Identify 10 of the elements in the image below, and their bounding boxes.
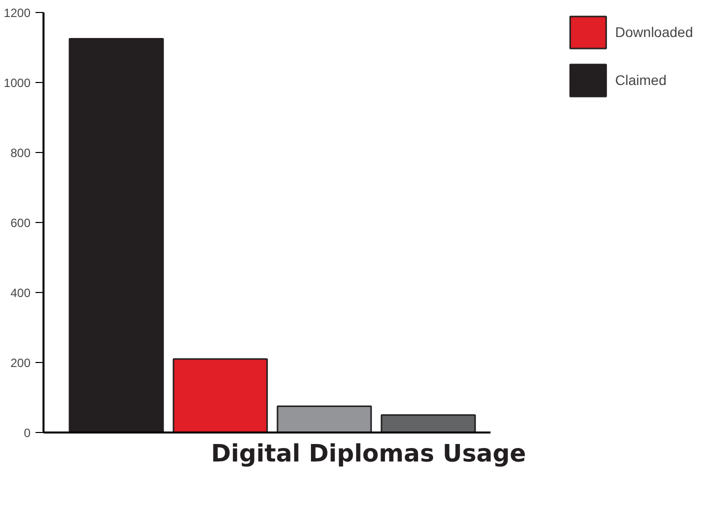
y-tick-label: 1000 [4,76,31,90]
y-tick-label: 1200 [4,6,31,20]
y-tick-label: 400 [10,286,31,300]
y-tick-label: 600 [10,216,31,230]
y-tick-label: 200 [10,356,31,370]
text: Digital Diplomas Usage [210,440,526,468]
y-tick-label: 800 [10,146,31,160]
legend-label: Downloaded [615,24,693,40]
legend-label: Claimed [615,72,667,88]
y-tick-label: 0 [24,426,31,440]
